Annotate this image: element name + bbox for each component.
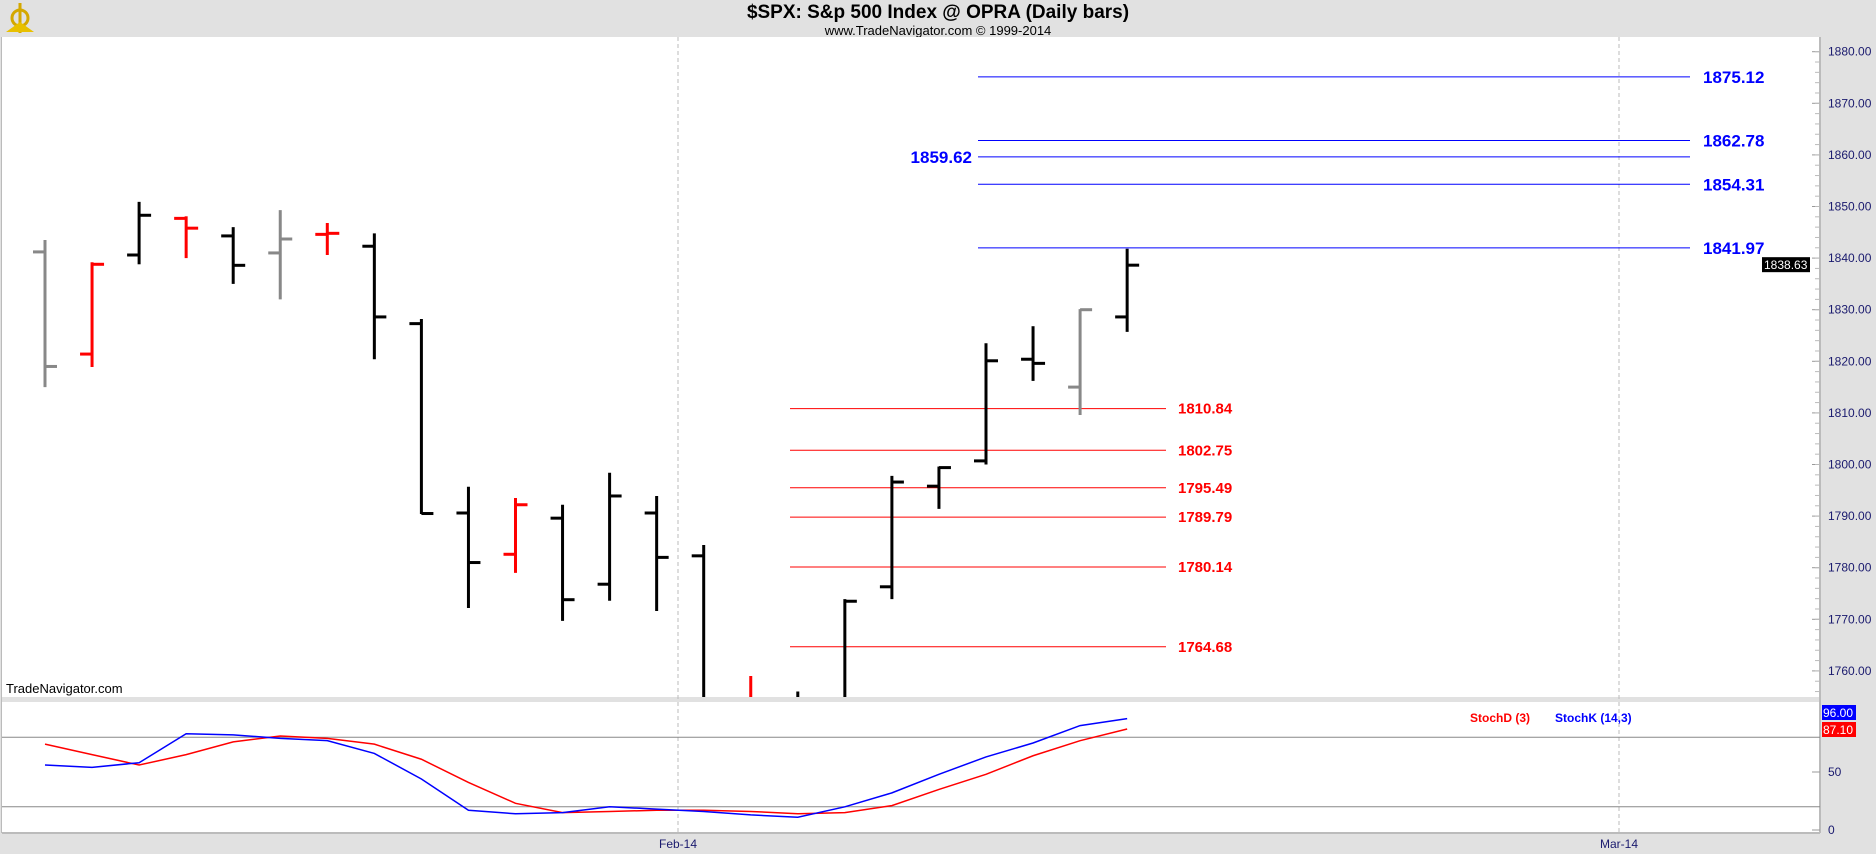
y-tick-label: 1860.00	[1828, 148, 1872, 162]
logo	[6, 3, 34, 33]
x-tick-label: Mar-14	[1600, 837, 1638, 851]
support-label: 1780.14	[1178, 559, 1233, 576]
y-tick-label: 1760.00	[1828, 664, 1872, 678]
support-label: 1795.49	[1178, 480, 1232, 497]
y-tick-label: 1800.00	[1828, 458, 1872, 472]
support-label: 1810.84	[1178, 401, 1233, 418]
legend-stochk: StochK (14,3)	[1555, 711, 1632, 725]
last-price-text: 1838.63	[1764, 258, 1808, 272]
price-bar	[268, 210, 293, 300]
y-tick-label: 1880.00	[1828, 45, 1872, 59]
resistance-label: 1841.97	[1703, 239, 1764, 258]
resistance-label: 1862.78	[1703, 132, 1764, 151]
price-bar	[550, 504, 575, 621]
resistance-label: 1854.31	[1703, 175, 1764, 194]
price-bar	[843, 599, 857, 697]
price-bar	[1021, 326, 1046, 381]
price-panel	[2, 37, 1820, 697]
y-tick-label: 1810.00	[1828, 406, 1872, 420]
stoch-tick-label: 50	[1828, 765, 1842, 779]
price-bar	[221, 227, 246, 284]
price-bar	[879, 475, 904, 600]
price-bar	[1068, 308, 1093, 415]
stoch-value-text: 96.00	[1823, 706, 1853, 720]
last-price-tag	[1762, 257, 1810, 273]
y-tick-label: 1820.00	[1828, 354, 1872, 368]
price-bar	[174, 216, 199, 259]
y-tick-label: 1770.00	[1828, 612, 1872, 626]
stoch-value-tag	[1822, 722, 1856, 737]
price-bar	[80, 262, 105, 367]
price-bar	[33, 240, 57, 388]
price-bar	[362, 233, 387, 360]
price-bar	[597, 472, 622, 601]
stoch-panel	[2, 702, 1820, 833]
support-label: 1764.68	[1178, 639, 1232, 656]
price-bar	[644, 495, 669, 612]
resistance-label: 1875.12	[1703, 68, 1764, 87]
y-tick-label: 1830.00	[1828, 303, 1872, 317]
support-label: 1789.79	[1178, 509, 1232, 526]
y-tick-label: 1850.00	[1828, 200, 1872, 214]
price-bar	[503, 498, 528, 573]
price-bar	[974, 343, 998, 465]
y-tick-label: 1790.00	[1828, 509, 1872, 523]
legend-stochd: StochD (3)	[1470, 711, 1530, 725]
chart-title: $SPX: S&p 500 Index @ OPRA (Daily bars)	[747, 2, 1129, 23]
y-tick-label: 1870.00	[1828, 96, 1872, 110]
stoch-line-k	[44, 717, 1128, 818]
price-bar	[749, 676, 753, 697]
price-bar	[1115, 248, 1140, 332]
stoch-value-tag	[1822, 705, 1856, 720]
stoch-value-text: 87.10	[1823, 723, 1853, 737]
watermark-text: TradeNavigator.com	[6, 681, 123, 696]
y-tick-label: 1840.00	[1828, 251, 1872, 265]
price-bar	[127, 201, 152, 265]
stoch-tick-label: 0	[1828, 823, 1835, 837]
x-tick-label: Feb-14	[659, 837, 697, 851]
price-bar	[926, 466, 951, 509]
price-bar	[456, 486, 481, 608]
price-bar	[409, 318, 434, 516]
price-bar	[691, 544, 706, 697]
support-label: 1802.75	[1178, 442, 1232, 459]
y-tick-label: 1780.00	[1828, 561, 1872, 575]
price-bar	[315, 223, 340, 256]
resistance-label: 1859.62	[911, 148, 972, 167]
stoch-line-d	[44, 728, 1128, 815]
chart-subtitle: www.TradeNavigator.com © 1999-2014	[824, 23, 1052, 38]
